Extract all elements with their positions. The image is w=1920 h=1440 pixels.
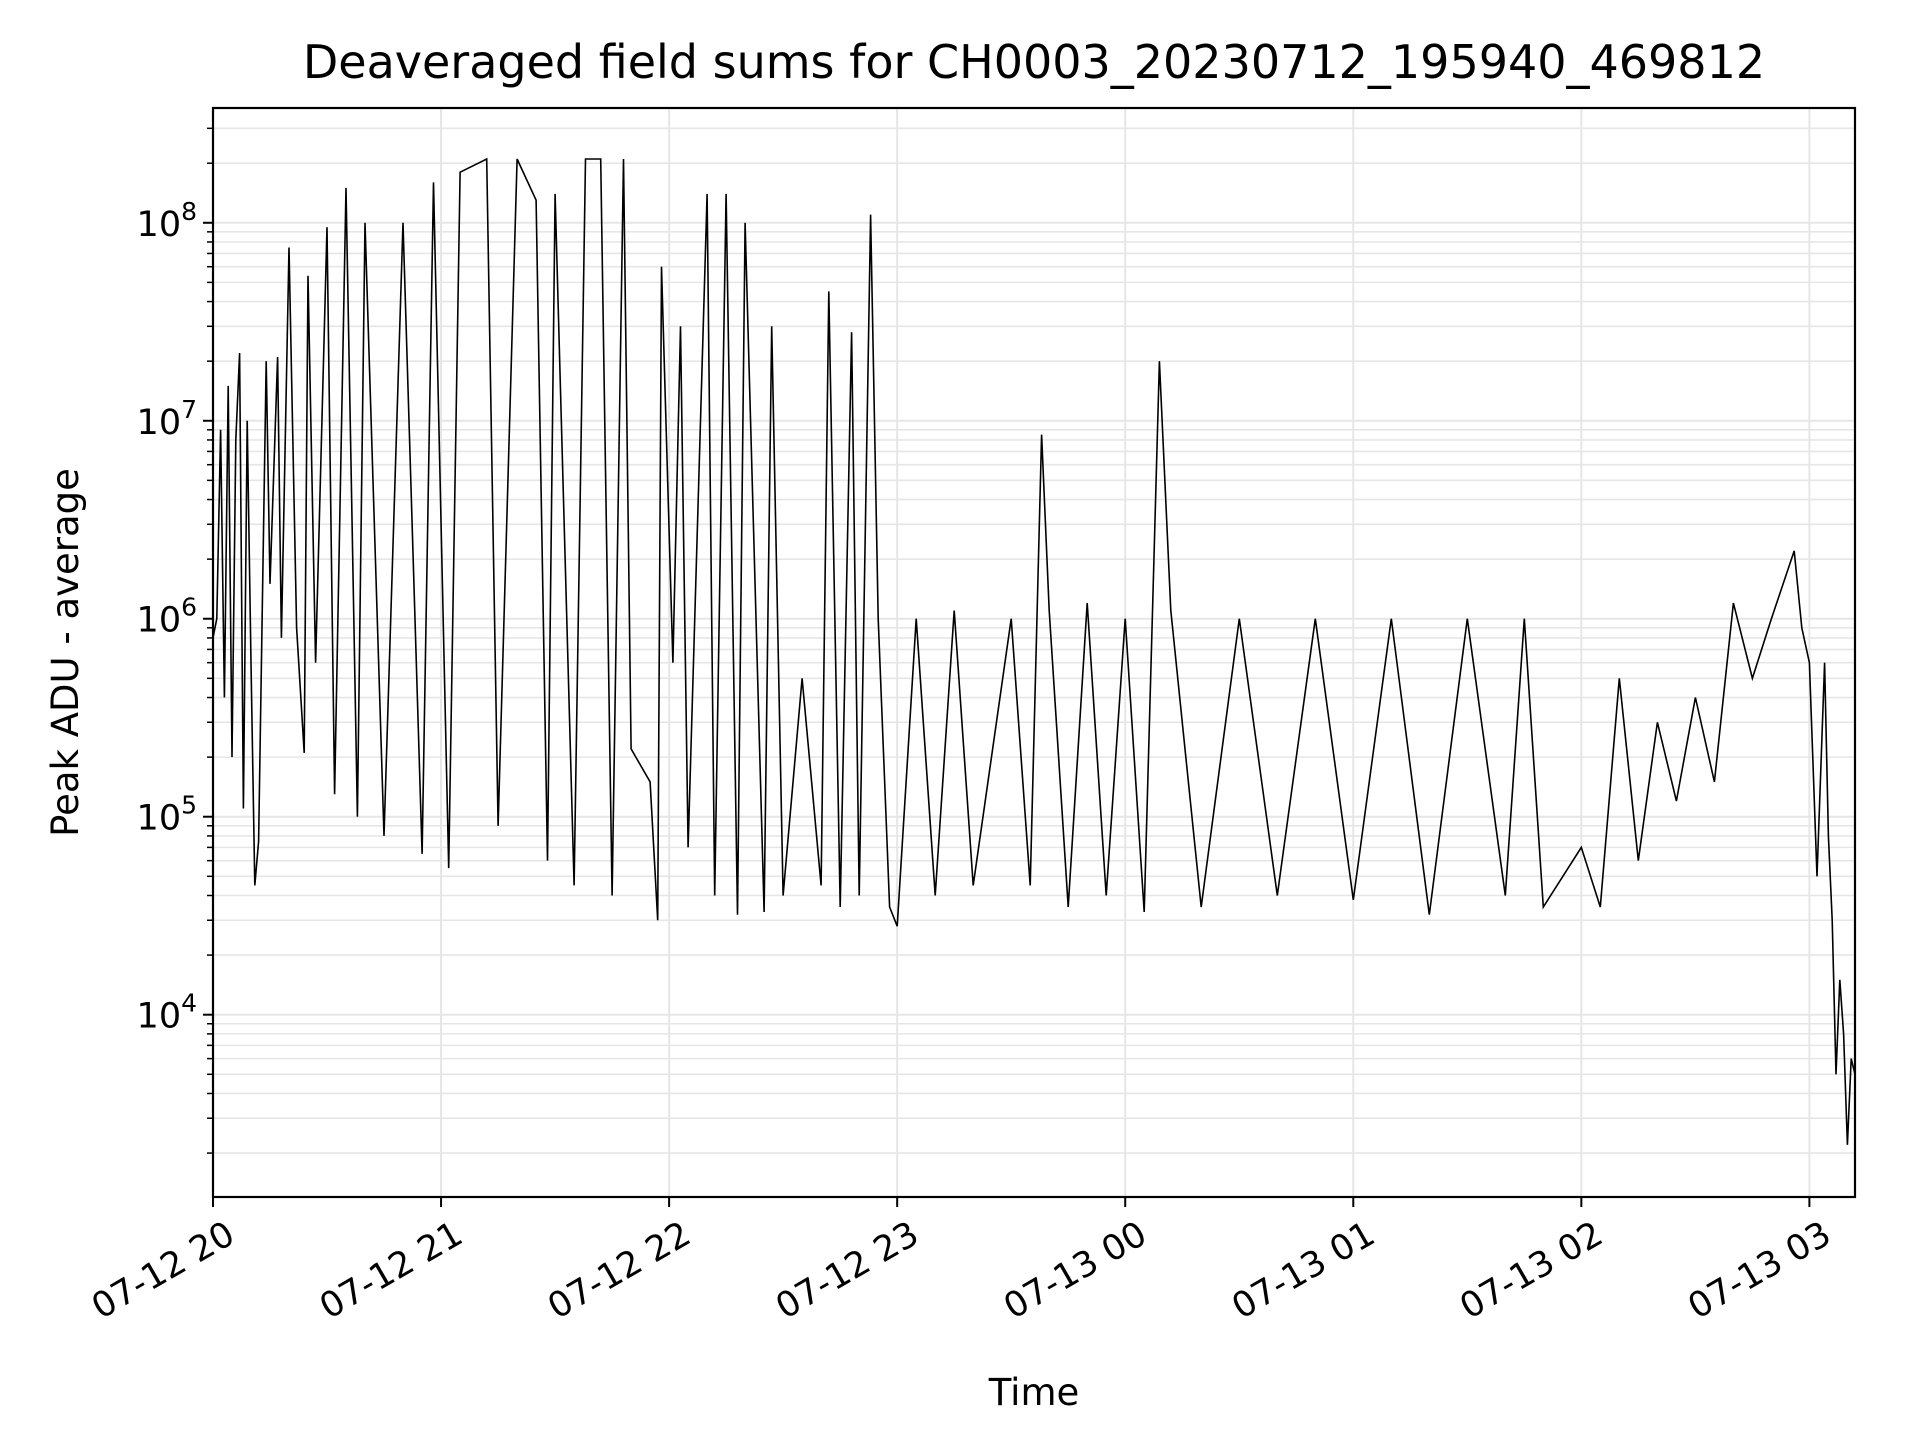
y-tick-label: 104	[137, 989, 197, 1037]
series-layer	[212, 157, 1856, 1145]
y-tick-label: 106	[137, 593, 197, 641]
y-tick-label: 105	[137, 791, 197, 839]
series-line	[212, 157, 1856, 1145]
plot-frame	[211, 106, 1857, 1199]
y-axis-label: Peak ADU - average	[44, 468, 87, 837]
y-tick-label: 108	[137, 197, 197, 245]
chart-title: Deaveraged field sums for CH0003_2023071…	[303, 35, 1765, 89]
y-tick-label: 107	[137, 395, 197, 443]
x-axis-label: Time	[988, 1371, 1080, 1414]
grid-lines	[212, 108, 1855, 1197]
